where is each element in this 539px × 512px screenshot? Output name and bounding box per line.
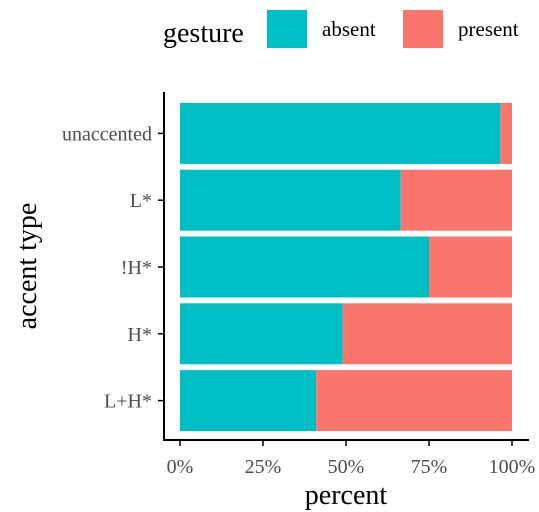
bars-group: [180, 102, 512, 432]
bar-l-h-present: [316, 370, 512, 432]
x-axis-ticks: 0% 25% 50% 75% 100%: [167, 440, 536, 478]
legend-label-present: present: [458, 17, 519, 41]
x-tick-label: 50%: [328, 456, 365, 478]
y-tick-label: L*: [130, 190, 152, 212]
legend: gesture absent present: [163, 10, 519, 49]
x-tick-label: 0%: [167, 456, 194, 478]
bar-unaccented-absent: [180, 102, 501, 164]
bar-h-present: [342, 303, 512, 365]
legend-label-absent: absent: [322, 17, 376, 41]
bar-h-present: [429, 236, 512, 298]
legend-title: gesture: [163, 18, 244, 49]
bar-l-present: [400, 169, 512, 231]
bar-l-h-absent: [180, 370, 317, 432]
y-tick-label: unaccented: [62, 123, 152, 145]
x-tick-label: 100%: [489, 456, 536, 478]
bar-unaccented-present: [500, 102, 512, 164]
x-axis-title: percent: [305, 480, 388, 511]
x-tick-label: 75%: [411, 456, 448, 478]
y-tick-label: !H*: [121, 257, 152, 279]
y-axis-ticks: unaccented L* !H* H* L+H*: [62, 123, 164, 413]
y-tick-label: H*: [128, 324, 152, 346]
legend-key-absent: [267, 10, 307, 48]
bar-h-absent: [180, 236, 429, 298]
legend-key-present: [403, 10, 443, 48]
y-tick-label: L+H*: [104, 391, 152, 413]
y-axis-title: accent type: [12, 203, 43, 330]
x-tick-label: 25%: [245, 456, 282, 478]
bar-l-absent: [180, 169, 401, 231]
bar-h-absent: [180, 303, 343, 365]
